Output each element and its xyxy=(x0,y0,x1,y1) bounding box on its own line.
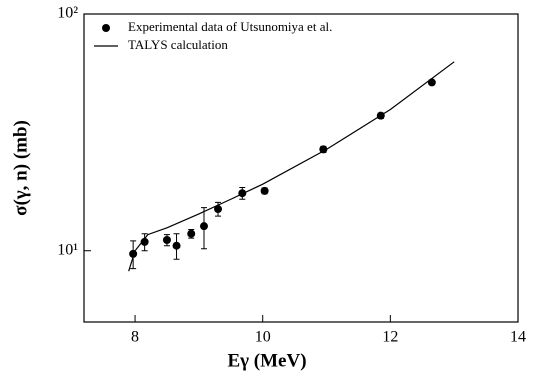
data-point xyxy=(199,222,208,231)
x-tick-label: 12 xyxy=(382,329,398,346)
plot-frame xyxy=(83,13,519,323)
data-point xyxy=(214,205,223,214)
data-point xyxy=(172,241,181,250)
data-point xyxy=(162,236,171,245)
data-point xyxy=(140,237,149,246)
line xyxy=(128,61,455,272)
data-point xyxy=(260,186,269,195)
legend-label: TALYS calculation xyxy=(128,37,228,52)
legend-marker xyxy=(102,24,110,32)
y-axis-label: σ(γ, n) (mb) xyxy=(10,120,31,216)
x-axis-label: Eγ (MeV) xyxy=(227,350,306,371)
x-tick-label: 8 xyxy=(131,329,139,346)
y-tick-label: 10² xyxy=(57,5,78,22)
data-point xyxy=(187,229,196,238)
data-point xyxy=(427,78,436,87)
data-point xyxy=(319,145,328,154)
x-tick-label: 10 xyxy=(255,329,271,346)
legend-label: Experimental data of Utsunomiya et al. xyxy=(128,19,332,34)
x-tick-label: 14 xyxy=(510,329,526,346)
y-tick-label: 10¹ xyxy=(57,241,78,258)
